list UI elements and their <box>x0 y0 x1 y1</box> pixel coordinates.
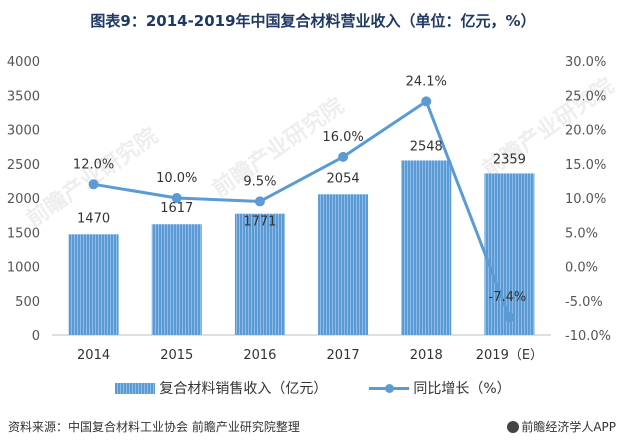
line-data-label: 10.0% <box>156 171 197 186</box>
chart-svg: 0 500 1000 1500 2000 2500 3000 3500 4000 -10.0% -5… <box>7 55 611 363</box>
growth-point <box>171 193 182 203</box>
bar <box>401 160 452 335</box>
brand-text: 前瞻经济学人APP <box>521 420 616 434</box>
bar <box>151 224 202 335</box>
x-tick-label: 2016 <box>243 348 276 363</box>
x-tick-label: 2015 <box>160 348 193 363</box>
y-right-tick-label: 10.0% <box>565 192 606 207</box>
x-tick-label: 2017 <box>327 348 360 363</box>
source-note: 资料来源：中国复合材料工业协会 前瞻产业研究院整理 <box>8 420 300 434</box>
y-right-tick-label: 0.0% <box>565 261 598 276</box>
bar <box>68 234 119 335</box>
y-left-tick-label: 1500 <box>7 226 40 241</box>
y-left-tick-label: 3000 <box>7 124 40 139</box>
bar-data-label: 1771 <box>243 215 276 230</box>
bar-data-label: 1617 <box>160 201 193 216</box>
y-right-tick-label: -10.0% <box>565 329 611 344</box>
growth-point <box>88 179 99 190</box>
growth-point <box>504 312 515 323</box>
y-left-tick-label: 0 <box>32 329 40 344</box>
bar-data-label: 2054 <box>327 171 360 186</box>
legend-item-revenue[interactable]: 复合材料销售收入（亿元） <box>115 378 327 398</box>
bar <box>234 213 285 335</box>
line-data-label: 16.0% <box>322 130 363 145</box>
y-left-tick-label: 1000 <box>7 261 40 276</box>
y-right-tick-label: 25.0% <box>565 89 606 104</box>
bar-data-label: 2359 <box>493 152 526 167</box>
line-data-label: 12.0% <box>73 157 114 172</box>
legend-item-growth[interactable]: 同比增长（%） <box>369 378 511 398</box>
growth-line <box>93 99 511 318</box>
legend-label-growth: 同比增长（%） <box>413 381 511 397</box>
x-tick-label: 2018 <box>410 348 443 363</box>
chart-title: 图表9：2014-2019年中国复合材料营业收入（单位：亿元，%） <box>90 12 536 30</box>
growth-point <box>338 151 349 162</box>
legend-line-swatch <box>369 382 410 394</box>
x-tick-label: 2019（E） <box>476 348 543 363</box>
y-right-tick-label: 5.0% <box>565 226 598 241</box>
y-right-tick-label: 15.0% <box>565 158 606 173</box>
y-right-tick-label: 30.0% <box>565 55 606 70</box>
chart-legend: 复合材料销售收入（亿元） 同比增长（%） <box>0 376 626 400</box>
legend-bar-swatch <box>115 382 156 394</box>
y-left-tick-label: 4000 <box>7 55 40 70</box>
y-right-tick-label: -5.0% <box>565 295 603 310</box>
y-left-tick-label: 500 <box>15 295 40 310</box>
bar-data-label: 1470 <box>77 211 110 226</box>
brand-label: 前瞻经济学人APP <box>507 418 616 435</box>
bar-data-label: 2548 <box>410 139 443 154</box>
bar <box>484 173 535 335</box>
growth-point <box>421 96 432 107</box>
line-data-label: 9.5% <box>243 174 276 189</box>
y-left-tick-label: 2500 <box>7 158 40 173</box>
legend-label-revenue: 复合材料销售收入（亿元） <box>159 381 328 397</box>
x-tick-label: 2014 <box>77 348 110 363</box>
line-data-label: 24.1% <box>406 74 447 89</box>
line-data-label: -7.4% <box>489 290 527 305</box>
y-right-tick-label: 20.0% <box>565 124 606 139</box>
y-left-tick-label: 3500 <box>7 89 40 104</box>
y-left-tick-label: 2000 <box>7 192 40 207</box>
brand-logo-icon <box>507 421 520 433</box>
growth-point <box>254 196 265 207</box>
bar <box>318 194 369 335</box>
